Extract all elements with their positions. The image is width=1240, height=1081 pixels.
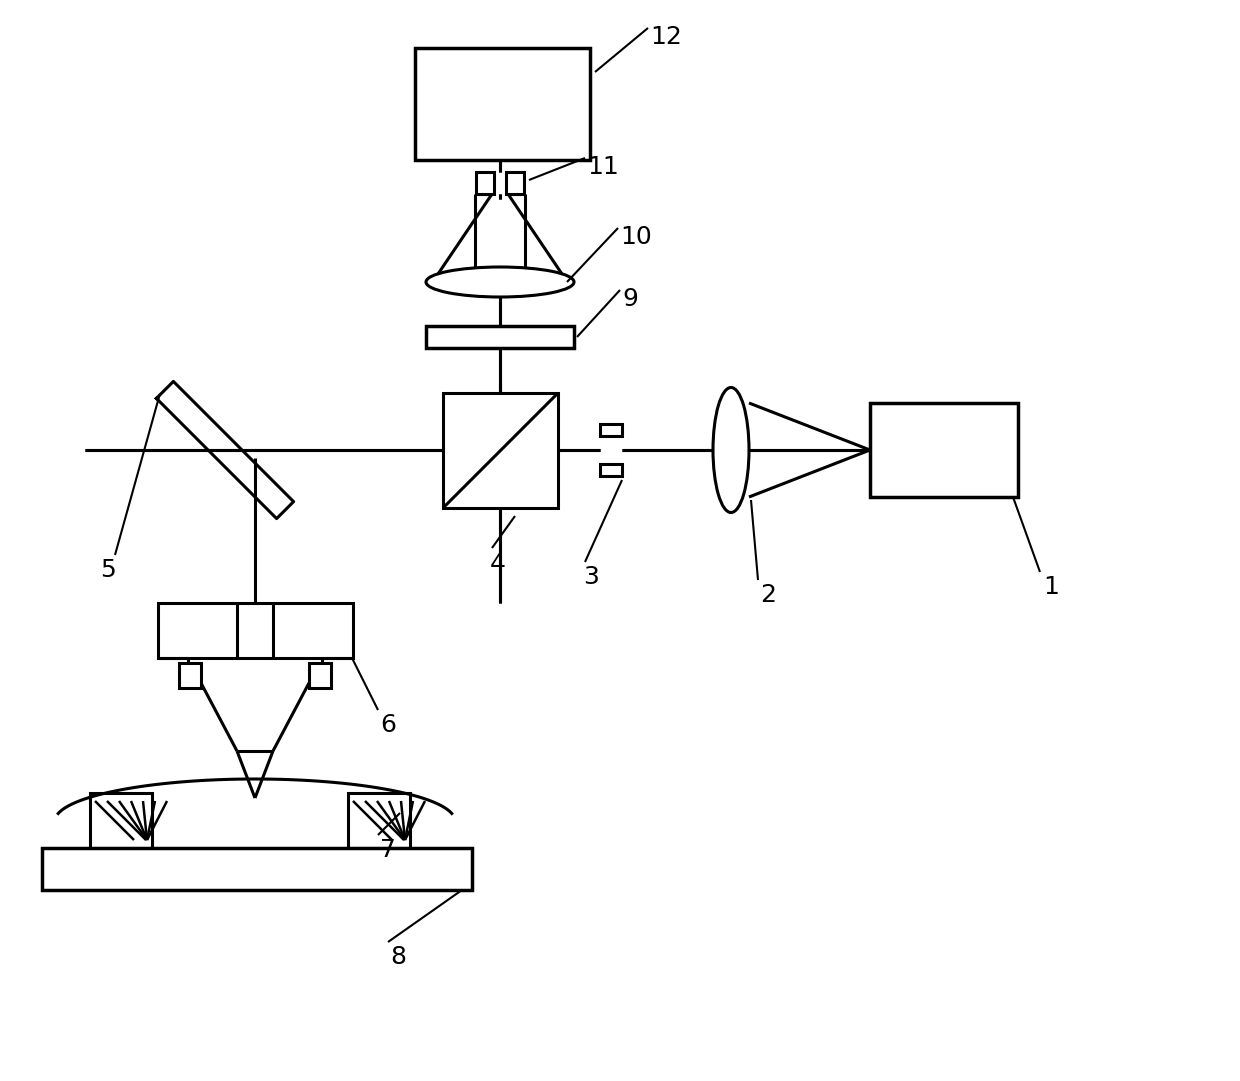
- Bar: [179, 663, 201, 688]
- Text: 11: 11: [587, 155, 619, 179]
- Bar: [427, 326, 574, 348]
- Bar: [157, 603, 353, 658]
- Bar: [415, 48, 590, 160]
- Bar: [309, 663, 331, 688]
- Text: 5: 5: [100, 558, 115, 582]
- Text: 6: 6: [379, 713, 396, 737]
- Bar: [42, 848, 472, 890]
- Bar: [600, 464, 622, 476]
- Text: 9: 9: [622, 286, 637, 311]
- Text: 1: 1: [1043, 575, 1059, 599]
- Ellipse shape: [427, 267, 574, 297]
- Text: 3: 3: [583, 565, 599, 589]
- Text: 10: 10: [620, 225, 652, 249]
- Ellipse shape: [713, 387, 749, 512]
- Bar: [476, 172, 494, 193]
- Bar: [506, 172, 525, 193]
- Text: 8: 8: [391, 945, 405, 969]
- Text: 12: 12: [650, 25, 682, 49]
- Bar: [870, 403, 1018, 497]
- Bar: [600, 424, 622, 436]
- Bar: [443, 393, 558, 508]
- Bar: [348, 793, 410, 848]
- Text: 7: 7: [379, 838, 396, 862]
- Bar: [91, 793, 153, 848]
- Text: 4: 4: [490, 552, 506, 576]
- Text: 2: 2: [760, 583, 776, 608]
